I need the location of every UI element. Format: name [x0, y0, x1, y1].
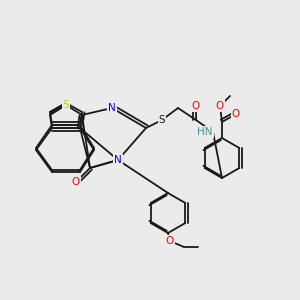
Text: HN: HN [197, 127, 213, 137]
Text: O: O [192, 101, 200, 111]
Text: S: S [159, 115, 165, 125]
Text: N: N [114, 155, 122, 165]
Text: O: O [232, 109, 240, 119]
Text: S: S [63, 100, 69, 110]
Text: O: O [166, 236, 174, 246]
Text: O: O [72, 177, 80, 187]
Text: N: N [108, 103, 116, 113]
Text: O: O [216, 101, 224, 111]
